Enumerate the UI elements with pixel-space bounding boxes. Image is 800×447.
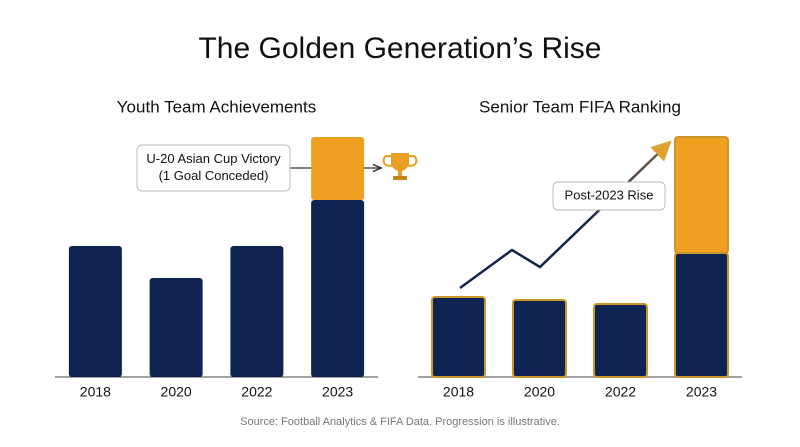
chart-title: Senior Team FIFA Ranking xyxy=(479,97,681,116)
bar-segment xyxy=(674,252,729,378)
annotation-box xyxy=(136,144,291,192)
x-tick-label: 2018 xyxy=(443,384,474,400)
x-tick-label: 2022 xyxy=(605,384,636,400)
bar-segment xyxy=(431,296,486,378)
annotation-text: U-20 Asian Cup Victory xyxy=(146,151,281,166)
x-tick-label: 2023 xyxy=(686,384,717,400)
bar-segment xyxy=(230,246,284,377)
x-tick-label: 2022 xyxy=(241,384,272,400)
source-note: Source: Football Analytics & FIFA Data. … xyxy=(240,416,560,428)
x-tick-label: 2020 xyxy=(161,384,192,400)
bar-segment xyxy=(674,136,729,254)
bar-segment xyxy=(512,299,567,378)
bar-segment xyxy=(68,246,122,377)
x-tick-label: 2018 xyxy=(80,384,111,400)
bar-segment xyxy=(311,137,365,200)
trophy-icon xyxy=(382,153,418,180)
bar-segment xyxy=(311,200,365,377)
annotation-text: (1 Goal Conceded) xyxy=(159,168,269,183)
chart-title: Youth Team Achievements xyxy=(117,97,316,116)
trend-arrow xyxy=(459,140,672,290)
bar-segment xyxy=(149,278,203,377)
bar-segment xyxy=(593,303,648,378)
x-tick-label: 2023 xyxy=(322,384,353,400)
annotation-box xyxy=(552,181,666,211)
x-tick-label: 2020 xyxy=(524,384,555,400)
page-title: The Golden Generation’s Rise xyxy=(198,32,601,65)
annotation-text: Post-2023 Rise xyxy=(565,187,654,202)
